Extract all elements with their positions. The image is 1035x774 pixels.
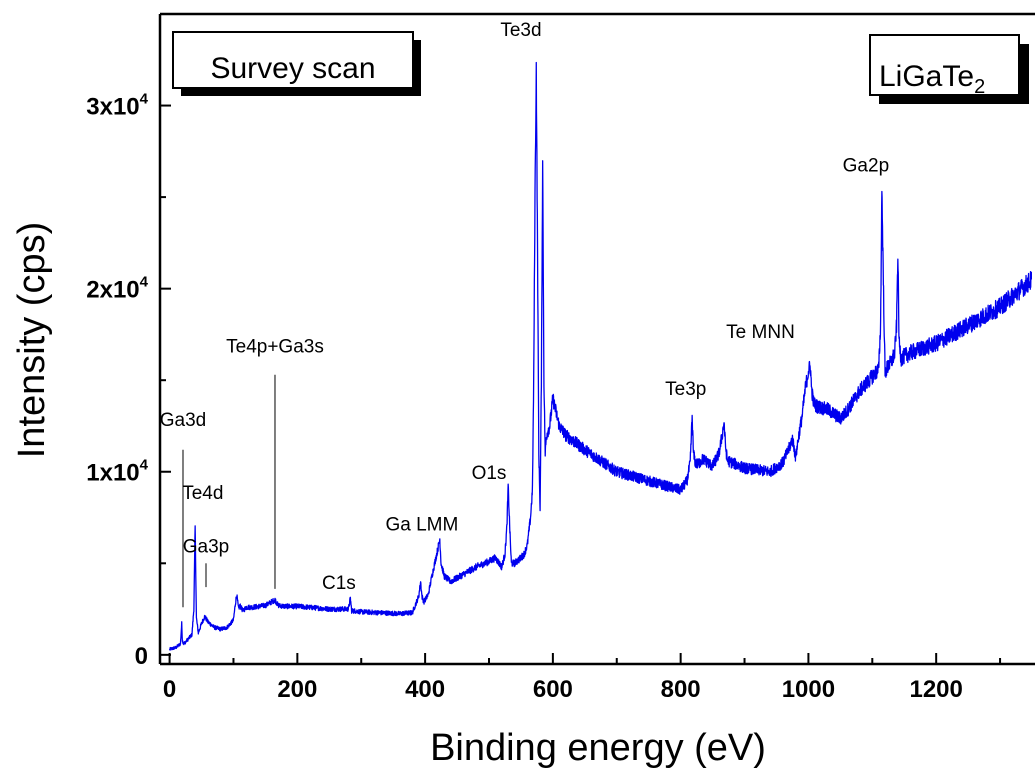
x-tick-label: 200 bbox=[277, 676, 317, 703]
peak-label: Te3d bbox=[500, 20, 541, 41]
survey-scan-label: Survey scan bbox=[210, 52, 375, 85]
peak-label: Ga3d bbox=[160, 410, 206, 431]
x-tick-label: 0 bbox=[163, 676, 176, 703]
ticks-layer: 0 200 400 600 800 1000 1200 0 1x104 2x104 3x104 bbox=[86, 91, 1002, 703]
x-tick-label: 600 bbox=[533, 676, 573, 703]
series-layer bbox=[168, 61, 1032, 651]
peak-label: Ga3p bbox=[183, 536, 229, 557]
x-axis-title: Binding energy (eV) bbox=[430, 727, 766, 769]
peak-label: C1s bbox=[322, 573, 356, 594]
y-axis-title: Intensity (cps) bbox=[11, 222, 53, 459]
svg-text:LiGaTe2: LiGaTe2 bbox=[879, 60, 985, 98]
peak-label: Te MNN bbox=[726, 322, 795, 343]
peak-label: O1s bbox=[472, 463, 507, 484]
x-tick-label: 1200 bbox=[909, 676, 962, 703]
peak-label: Ga2p bbox=[843, 155, 889, 176]
peak-label: Te4p+Ga3s bbox=[226, 337, 324, 358]
compound-subscript: 2 bbox=[974, 76, 985, 98]
y-tick-label: 2x104 bbox=[86, 274, 148, 304]
survey-scan-box: Survey scan bbox=[172, 31, 421, 96]
y-tick-label: 1x104 bbox=[86, 457, 148, 487]
x-tick-label: 1000 bbox=[782, 676, 835, 703]
compound-name: LiGaTe bbox=[879, 60, 974, 93]
peak-label: Ga LMM bbox=[385, 514, 458, 535]
x-tick-label: 800 bbox=[661, 676, 701, 703]
plot-frame bbox=[158, 12, 1035, 666]
y-tick-label: 0 bbox=[135, 643, 148, 670]
x-tick-label: 400 bbox=[405, 676, 445, 703]
y-tick-label: 3x104 bbox=[86, 91, 148, 121]
spectrum-line bbox=[168, 61, 1032, 651]
compound-box: LiGaTe2 bbox=[869, 34, 1029, 104]
annotation-layer: Ga3d Te4d Ga3p Te4p+Ga3s C1s Ga LMM O1s Te3d Te3… bbox=[160, 20, 889, 608]
peak-label: Te4d bbox=[182, 483, 223, 504]
peak-label: Te3p bbox=[665, 379, 706, 400]
